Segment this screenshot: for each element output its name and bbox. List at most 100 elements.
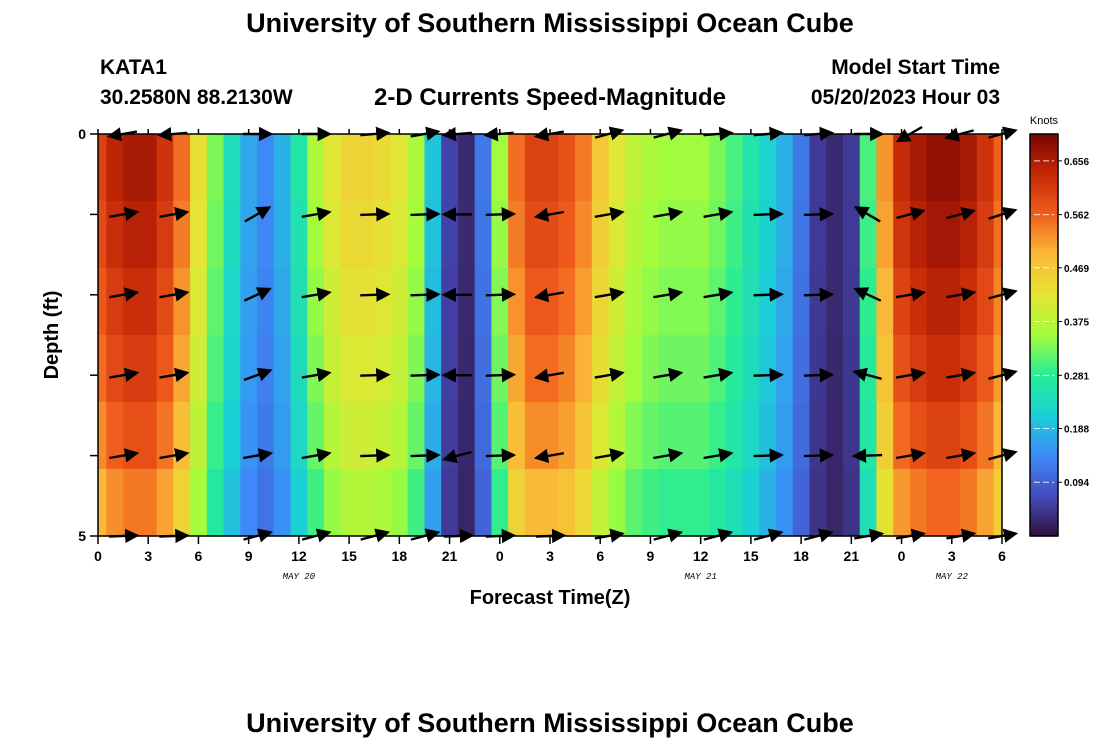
heatmap-cell bbox=[826, 402, 844, 470]
current-vector-arrow bbox=[853, 206, 881, 223]
heatmap-cell bbox=[642, 469, 660, 537]
heatmap-cell bbox=[742, 335, 760, 403]
heatmap-cell bbox=[776, 268, 794, 336]
x-axis-label: Forecast Time(Z) bbox=[470, 587, 631, 609]
x-tick-label: 21 bbox=[844, 548, 860, 564]
heatmap-cell bbox=[491, 402, 509, 470]
colorbar-segment bbox=[1030, 154, 1058, 159]
current-vector-arrow bbox=[946, 367, 977, 382]
colorbar-segment bbox=[1030, 445, 1058, 450]
heatmap-cell bbox=[558, 134, 576, 202]
colorbar-segment bbox=[1030, 271, 1058, 276]
heatmap-cell bbox=[98, 268, 107, 336]
heatmap-cell bbox=[809, 268, 827, 336]
heatmap-cell bbox=[139, 469, 158, 537]
heatmap-cell bbox=[206, 335, 225, 403]
heatmap-cell bbox=[826, 469, 844, 537]
heatmap-cell bbox=[290, 268, 308, 336]
colorbar-segment bbox=[1030, 150, 1058, 155]
heatmap-cell bbox=[390, 469, 409, 537]
colorbar-segment bbox=[1030, 395, 1058, 400]
heatmap-cell bbox=[457, 134, 476, 202]
heatmap-cell bbox=[206, 268, 225, 336]
heatmap-cells bbox=[98, 134, 1003, 537]
heatmap-cell bbox=[240, 268, 258, 336]
heatmap-cell bbox=[474, 134, 493, 202]
x-tick-label: 21 bbox=[442, 548, 458, 564]
heatmap-cell bbox=[642, 134, 660, 202]
colorbar-segment bbox=[1030, 368, 1058, 373]
current-vector-arrow bbox=[109, 206, 140, 222]
heatmap-cell bbox=[424, 134, 442, 202]
colorbar-segment bbox=[1030, 442, 1058, 447]
heatmap-cell bbox=[424, 268, 442, 336]
colorbar-segment bbox=[1030, 408, 1058, 413]
heatmap-cell bbox=[424, 469, 442, 537]
heatmap-cell bbox=[156, 402, 174, 470]
heatmap-cell bbox=[240, 469, 258, 537]
current-vector-arrow bbox=[703, 448, 734, 463]
heatmap-cell bbox=[809, 402, 827, 470]
colorbar-segment bbox=[1030, 214, 1058, 219]
heatmap-cell bbox=[575, 469, 593, 537]
heatmap-cell bbox=[842, 469, 861, 537]
heatmap-cell bbox=[374, 268, 392, 336]
y-axis-label: Depth (ft) bbox=[41, 291, 63, 380]
colorbar-segment bbox=[1030, 391, 1058, 396]
colorbar-segment bbox=[1030, 448, 1058, 453]
heatmap-cell bbox=[776, 134, 794, 202]
heatmap-cell bbox=[725, 402, 744, 470]
heatmap-cell bbox=[206, 134, 225, 202]
x-tick-label: 9 bbox=[647, 548, 655, 564]
colorbar-segment bbox=[1030, 180, 1058, 185]
heatmap-cell bbox=[625, 469, 643, 537]
colorbar-segment bbox=[1030, 294, 1058, 299]
current-vector-arrow bbox=[410, 367, 441, 383]
heatmap-cell bbox=[441, 201, 459, 269]
colorbar-segment bbox=[1030, 157, 1058, 162]
heatmap-cell bbox=[608, 469, 626, 537]
x-tick-label: 0 bbox=[94, 548, 102, 564]
heatmap-cell bbox=[290, 402, 308, 470]
current-vector-arrow bbox=[594, 367, 625, 382]
heatmap-cell bbox=[374, 469, 392, 537]
colorbar-segment bbox=[1030, 147, 1058, 152]
current-vector-arrow bbox=[485, 367, 517, 383]
heatmap-cell bbox=[859, 134, 878, 202]
colorbar-segment bbox=[1030, 338, 1058, 343]
colorbar-segment bbox=[1030, 304, 1058, 309]
heatmap-cell bbox=[223, 134, 241, 202]
heatmap-cell bbox=[943, 268, 961, 336]
heatmap-cell bbox=[424, 402, 442, 470]
colorbar-segment bbox=[1030, 529, 1058, 534]
heatmap-cell bbox=[139, 134, 158, 202]
heatmap-cell bbox=[273, 335, 292, 403]
current-vector-arrow bbox=[753, 287, 784, 302]
heatmap-cell bbox=[98, 335, 107, 403]
current-vector-arrow bbox=[803, 448, 835, 463]
heatmap-cell bbox=[792, 201, 811, 269]
heatmap-cell bbox=[390, 134, 409, 202]
colorbar-segment bbox=[1030, 291, 1058, 296]
x-tick-label: 18 bbox=[392, 548, 408, 564]
heatmap-cell bbox=[407, 268, 426, 336]
colorbar-segment bbox=[1030, 482, 1058, 487]
heatmap-cell bbox=[541, 402, 559, 470]
colorbar-segment bbox=[1030, 398, 1058, 403]
heatmap-cell bbox=[156, 469, 174, 537]
colorbar-segment bbox=[1030, 452, 1058, 457]
heatmap-cell bbox=[273, 268, 292, 336]
heatmap-cell bbox=[324, 402, 342, 470]
heatmap-cell bbox=[625, 402, 643, 470]
colorbar-segment bbox=[1030, 328, 1058, 333]
current-vector-arrow bbox=[853, 287, 882, 302]
heatmap-cell bbox=[826, 335, 844, 403]
heatmap-cell bbox=[842, 134, 861, 202]
heatmap-cell bbox=[156, 268, 174, 336]
heatmap-cell bbox=[960, 134, 978, 202]
colorbar-segment bbox=[1030, 505, 1058, 510]
colorbar-segment bbox=[1030, 388, 1058, 393]
heatmap-cell bbox=[524, 335, 543, 403]
heatmap-cell bbox=[558, 469, 576, 537]
heatmap-cell bbox=[909, 335, 928, 403]
